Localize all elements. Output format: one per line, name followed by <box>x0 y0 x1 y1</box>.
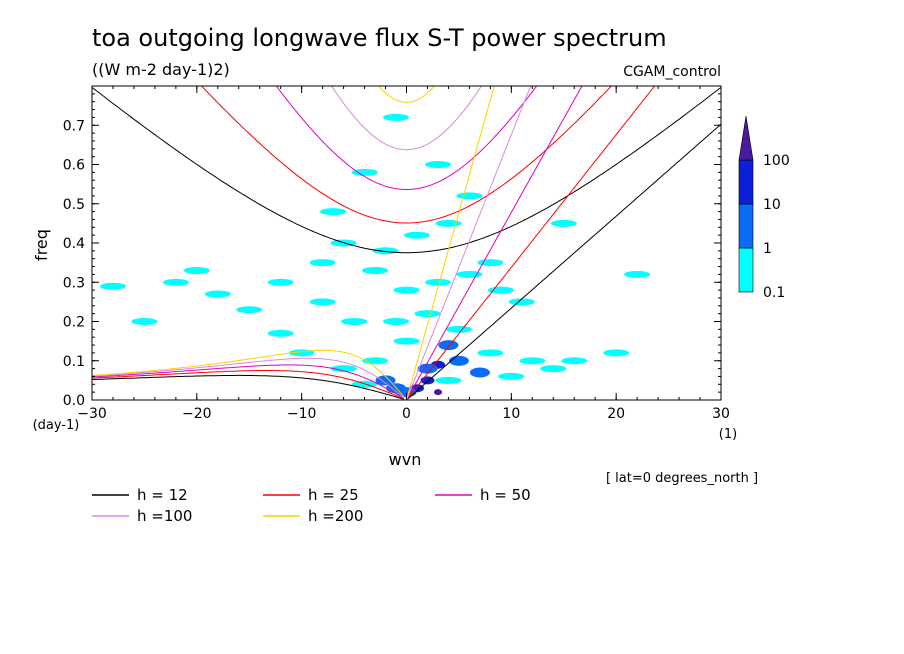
x-tick-label: 20 <box>607 406 625 422</box>
spectrum-blob <box>330 365 357 373</box>
y-tick-label: 0.7 <box>63 118 85 134</box>
spectrum-blob <box>393 286 420 294</box>
y-tick-label: 0.3 <box>63 275 85 291</box>
x-tick-label: −20 <box>182 406 212 422</box>
legend: h = 12 h = 25 h = 50 h =100 h =200 <box>92 486 531 525</box>
dispersion-curve <box>331 86 482 151</box>
dispersion-curve <box>275 86 538 190</box>
chart-units-label: ((W m-2 day-1)2) <box>92 60 230 79</box>
chart-title: toa outgoing longwave flux S-T power spe… <box>92 24 667 52</box>
legend-label: h = 12 <box>137 486 188 504</box>
spectrum-blob <box>236 306 263 314</box>
colorbar-segment <box>738 159 754 205</box>
spectrum-blob <box>267 278 294 286</box>
spectrum-blob <box>351 168 378 176</box>
spectrum-blob <box>320 208 347 216</box>
dispersion-curve <box>200 86 613 224</box>
spectrum-blob <box>362 267 389 274</box>
x-tick-label: 30 <box>712 406 730 422</box>
dispersion-curve <box>406 86 532 400</box>
x-axis-title: wvn <box>389 450 422 469</box>
y-tick-label: 0.4 <box>63 236 85 252</box>
colorbar-level-label: 10 <box>763 197 781 213</box>
spectrum-blob <box>414 310 441 318</box>
spectrum-blob <box>100 282 126 290</box>
y-tick-label: 0.0 <box>63 393 85 409</box>
x-tick-label: −10 <box>287 406 317 422</box>
spectrum-blob <box>603 349 630 357</box>
y-unit-label: (day-1) <box>33 418 80 433</box>
colorbar-level-label: 0.1 <box>763 285 785 301</box>
spectrum-blob <box>309 298 336 306</box>
colorbar-segment <box>738 247 754 293</box>
latitude-note: [ lat=0 degrees_north ] <box>606 471 758 486</box>
x-unit-label: (1) <box>719 427 737 442</box>
spectrum-blob <box>425 278 451 286</box>
spectrum-blob <box>375 375 396 386</box>
spectrum-blob <box>561 357 588 365</box>
x-tick-label: −30 <box>77 406 107 422</box>
dispersion-curve <box>92 364 405 399</box>
spectrum-blob <box>267 329 294 337</box>
spectrum-blob <box>456 192 483 200</box>
dispersion-curve <box>92 87 721 254</box>
x-tick-label: 10 <box>502 406 520 422</box>
colorbar-segment <box>738 203 754 249</box>
colorbar: 0.1 1 10 100 <box>738 115 790 301</box>
spectrum-blob <box>383 318 409 325</box>
dispersion-curve <box>406 86 656 400</box>
spectrum-blob <box>434 389 442 396</box>
spectrum-blob <box>477 259 504 267</box>
colorbar-top-triangle <box>738 115 754 161</box>
dispersion-curve <box>406 123 721 400</box>
spectrum-blob <box>309 259 336 267</box>
spectrum-blob <box>204 290 231 298</box>
spectrum-blob <box>425 161 451 168</box>
plot-area <box>92 86 721 400</box>
legend-label: h =100 <box>137 507 192 525</box>
spectrum-blob <box>498 372 525 380</box>
axes: −30 −20 −10 0 10 20 30 0.0 0.1 0.2 0.3 0.4 0.5 0.6 0.7 <box>63 85 730 422</box>
legend-label: h = 25 <box>308 486 359 504</box>
spectrum-blob <box>540 365 567 373</box>
spectrum-blob <box>624 270 651 278</box>
spectrum-blob <box>508 298 535 306</box>
dispersion-curve <box>406 86 495 400</box>
y-tick-label: 0.2 <box>63 315 85 331</box>
dispersion-curve <box>92 357 405 399</box>
spectrum-blob <box>477 349 504 357</box>
spectrum-blob <box>404 231 430 239</box>
spectrum-blob <box>383 113 409 121</box>
y-tick-label: 0.1 <box>63 354 85 370</box>
dispersion-curve <box>92 374 405 400</box>
dispersion-curve <box>92 349 405 398</box>
colorbar-level-label: 1 <box>763 241 772 257</box>
x-tick-label: 0 <box>402 406 411 422</box>
legend-label: h =200 <box>308 507 363 525</box>
spectrum-blob <box>393 337 420 345</box>
experiment-label: CGAM_control <box>623 64 721 80</box>
spectrum-blob <box>131 318 158 325</box>
spectrum-blob <box>341 318 368 325</box>
spectrum-blob <box>183 267 210 274</box>
spectrum-blob <box>519 357 546 365</box>
spectrum-blob <box>550 219 577 227</box>
legend-label: h = 50 <box>480 486 531 504</box>
y-tick-label: 0.5 <box>63 197 85 213</box>
spectrum-blob <box>435 219 462 227</box>
colorbar-level-label: 100 <box>763 153 790 169</box>
spectrum-blob <box>438 340 459 351</box>
y-axis-title: freq <box>32 229 51 261</box>
y-tick-label: 0.6 <box>63 158 85 174</box>
spectrum-blob <box>469 367 490 378</box>
plot-content <box>92 86 721 400</box>
spectrum-blob <box>445 325 472 333</box>
dispersion-curve <box>406 86 583 400</box>
dispersion-curve <box>377 86 436 103</box>
dispersion-curve <box>92 370 405 400</box>
spectrum-blob <box>435 376 462 384</box>
spectrum-blob <box>162 278 189 286</box>
